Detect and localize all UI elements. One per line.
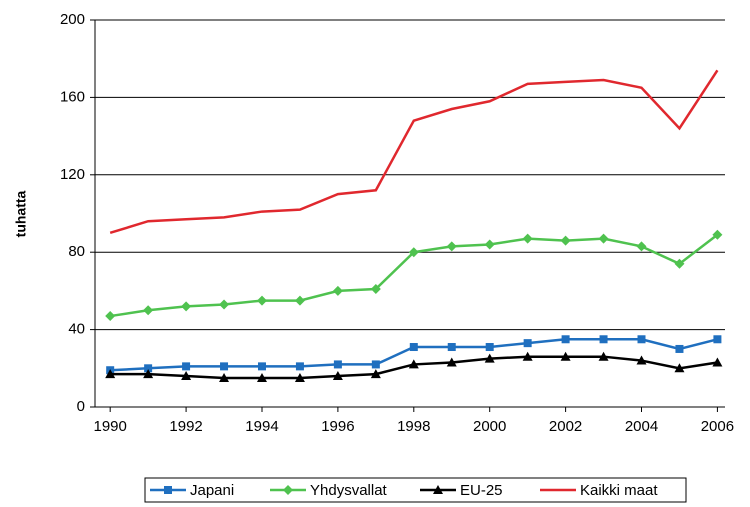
data-point [560,235,571,246]
data-point [675,344,684,353]
data-point [674,363,685,373]
data-point [598,351,609,361]
data-point [143,305,154,316]
data-point [636,355,647,365]
data-point [182,362,191,371]
y-tick-label: 120 [60,166,85,183]
data-point [560,351,571,361]
data-point [409,343,418,352]
x-tick-label: 2006 [701,418,734,435]
data-point [181,301,192,312]
series-line [109,69,719,235]
legend-label: Yhdysvallat [310,482,388,499]
data-point [636,241,647,252]
legend-label: Kaikki maat [580,482,658,499]
x-tick-label: 2002 [549,418,582,435]
data-point [256,295,267,306]
data-point [333,360,342,369]
legend-label: EU-25 [460,482,503,499]
x-tick-label: 1990 [93,418,126,435]
x-tick-label: 1998 [397,418,430,435]
y-tick-label: 200 [60,11,85,28]
data-point [712,229,723,240]
series-line [109,233,719,318]
data-point [712,357,723,367]
legend-marker [283,485,293,495]
data-point [598,233,609,244]
x-tick-label: 1996 [321,418,354,435]
data-point [446,241,457,252]
data-point [332,285,343,296]
legend-marker [433,485,443,494]
data-point [484,239,495,250]
data-point [294,372,305,382]
data-point [256,372,267,382]
data-point [485,343,494,352]
data-point [561,335,570,344]
data-point [144,364,153,373]
legend-box [144,477,687,503]
data-point [447,343,456,352]
data-point [523,339,532,348]
data-point [371,360,380,369]
data-point [105,369,116,379]
data-point [295,362,304,371]
data-point [370,283,381,294]
data-point [332,371,343,381]
data-point [143,369,154,379]
data-point [637,335,646,344]
x-tick-label: 1994 [245,418,278,435]
legend-marker [164,486,172,494]
data-point [219,299,230,310]
y-tick-label: 160 [60,88,85,105]
data-point [674,258,685,269]
data-point [522,233,533,244]
x-tick-label: 1992 [169,418,202,435]
data-point [105,311,116,322]
x-tick-label: 2004 [625,418,658,435]
data-point [219,372,230,382]
y-axis-label: tuhatta [13,190,29,237]
data-point [522,351,533,361]
legend-label: Japani [190,482,234,499]
data-point [220,362,229,371]
data-point [257,362,266,371]
data-point [599,335,608,344]
data-point [294,295,305,306]
y-tick-label: 0 [77,398,85,415]
data-point [713,335,722,344]
data-point [370,369,381,379]
data-point [446,357,457,367]
data-point [408,359,419,369]
data-point [181,371,192,381]
data-point [484,353,495,363]
data-point [408,247,419,258]
y-tick-label: 40 [68,321,85,338]
x-tick-label: 2000 [473,418,506,435]
y-tick-label: 80 [68,243,85,260]
